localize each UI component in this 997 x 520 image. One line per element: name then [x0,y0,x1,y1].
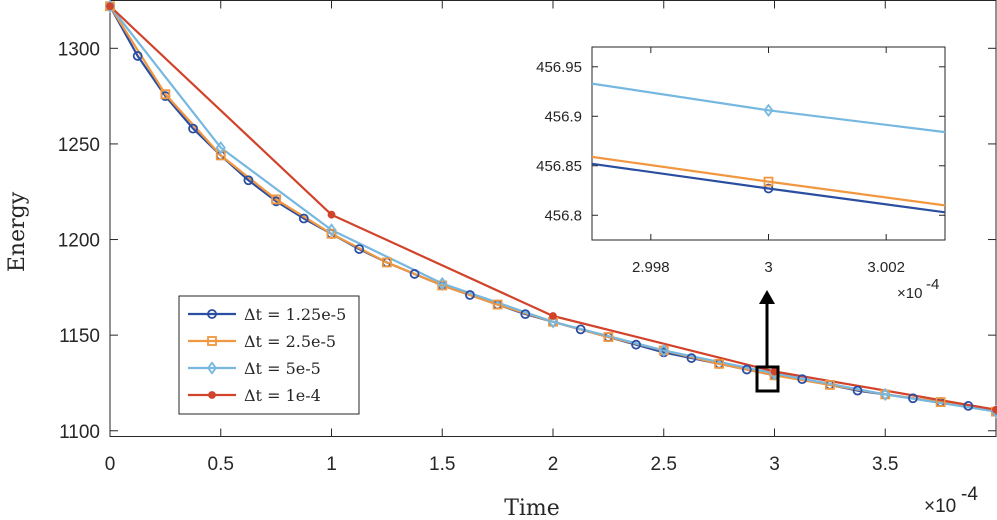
data-point-t-1-25e-5 [631,339,641,350]
data-point-t-1-25e-5 [852,385,863,396]
main-series-lines [109,5,997,413]
x-tick-label: 0 [105,454,116,475]
inset-axes-box [591,46,946,241]
data-point-t-5e-5 [880,387,891,402]
legend-label: Δt = 1.25e-5 [244,305,346,324]
data-point-t-2-5e-5 [381,257,392,268]
x-tick-label: 1 [326,454,337,475]
y-tick-label: 1250 [58,135,100,156]
zoom-arrow-head [759,290,775,304]
x-exponent-power: -4 [961,484,978,505]
legend-marker [207,336,217,346]
data-point-t-1-25e-5 [243,175,254,186]
inset-x-exponent: ×10 -4 [897,276,939,302]
inset-y-tick-label: 456.8 [544,207,582,224]
data-point-t-1-25e-5 [797,374,808,385]
data-point-t-2-5e-5 [603,332,614,342]
data-point-t-5e-5 [547,315,559,329]
x-tick-label: 3 [769,454,780,475]
main-series-markers [104,0,997,419]
inset-y-tick-label: 456.95 [536,59,582,76]
x-tick-label: 2 [548,454,559,475]
data-point-t-1e-4 [549,312,557,320]
inset-x-exponent-base: ×10 [897,285,922,302]
data-point-t-1-25e-5 [354,244,365,254]
zoom-indicator [755,290,780,393]
inset-series-line-t-2-5e-5 [591,155,946,207]
data-point-t-2-5e-5 [326,228,337,239]
data-point-t-2-5e-5 [215,150,226,161]
x-tick-label: 1.5 [429,454,455,475]
data-point-t-2-5e-5 [714,358,725,369]
data-point-t-5e-5 [437,276,448,291]
inset-y-tick-label: 456.9 [544,108,582,125]
inset-data-point-t-1-25e-5 [763,183,774,194]
inset-data-point-t-5e-5 [763,103,774,118]
x-exponent-base: ×10 [924,496,956,517]
data-point-t-1-25e-5 [465,290,475,300]
zoom-box [755,365,780,393]
data-point-t-1e-4 [992,405,997,414]
x-tick-label: 3.5 [872,454,898,475]
x-axis-label: Time [504,496,560,520]
y-tick-label: 1100 [59,422,100,443]
inset-series-line-t-5e-5 [591,82,946,134]
data-point-t-2-5e-5 [935,397,946,407]
data-point-t-2-5e-5 [160,89,171,100]
legend-label: Δt = 5e-5 [244,359,321,378]
legend-item-t-5e-5: Δt = 5e-5 [188,359,321,378]
legend-item-t-1-25e-5: Δt = 1.25e-5 [188,305,346,324]
y-tick-label: 1300 [58,39,100,60]
legend-label: Δt = 1e-4 [244,386,321,405]
inset-ticks: 2.998 3 3.002 456.8 456.85 456.9 456.95 [536,47,945,276]
inset-x-tick-label: 3 [764,259,772,276]
x-exponent: ×10 -4 [924,484,978,517]
data-point-t-1-25e-5 [908,393,918,404]
x-tick-label: 0.5 [208,454,234,475]
data-point-t-1-25e-5 [963,401,974,411]
inset-y-tick-label: 456.85 [536,158,582,175]
legend-marker [207,309,217,319]
data-point-t-1e-4 [106,2,114,11]
data-point-t-5e-5 [326,223,337,237]
y-axis-label: Energy [5,191,30,272]
data-point-t-1-25e-5 [188,123,198,134]
main-ticks: 0 0.5 1 1.5 2 2.5 3 3.5 1100 1150 1200 1250 1300 [58,0,996,475]
y-tick-label: 1200 [58,231,100,252]
legend-item-t-2-5e-5: Δt = 2.5e-5 [188,332,336,351]
inset-series-markers [763,103,774,194]
data-point-t-2-5e-5 [824,379,835,390]
inset-series-line-t-1-25e-5 [591,162,946,214]
data-point-t-1-25e-5 [575,324,586,335]
series-line-t-5e-5 [109,5,997,413]
x-tick-label: 2.5 [651,454,677,475]
legend-marker [206,361,218,375]
data-point-t-2-5e-5 [271,194,282,205]
y-tick-label: 1150 [59,326,100,347]
legend: Δt = 1.25e-5 Δt = 2.5e-5 Δt = 5e-5 Δt = 1e-… [178,295,360,415]
data-point-t-2-5e-5 [492,299,503,310]
legend-item-t-1e-4: Δt = 1e-4 [188,386,321,405]
data-point-t-5e-5 [658,343,669,358]
data-point-t-1-25e-5 [132,51,143,61]
data-point-t-1e-4 [327,210,336,219]
inset-x-exponent-power: -4 [926,276,939,293]
inset-series-lines [591,82,946,214]
data-point-t-1-25e-5 [741,364,752,375]
data-point-t-1-25e-5 [520,309,531,320]
data-point-t-1-25e-5 [298,213,309,224]
inset-x-tick-label: 3.002 [867,259,905,276]
inset-x-tick-label: 2.998 [632,259,670,276]
legend-marker [208,391,216,399]
data-point-t-1-25e-5 [686,353,697,363]
data-point-t-1-25e-5 [409,269,420,279]
legend-label: Δt = 2.5e-5 [244,332,336,351]
data-point-t-5e-5 [215,141,226,155]
inset-data-point-t-2-5e-5 [763,176,774,187]
